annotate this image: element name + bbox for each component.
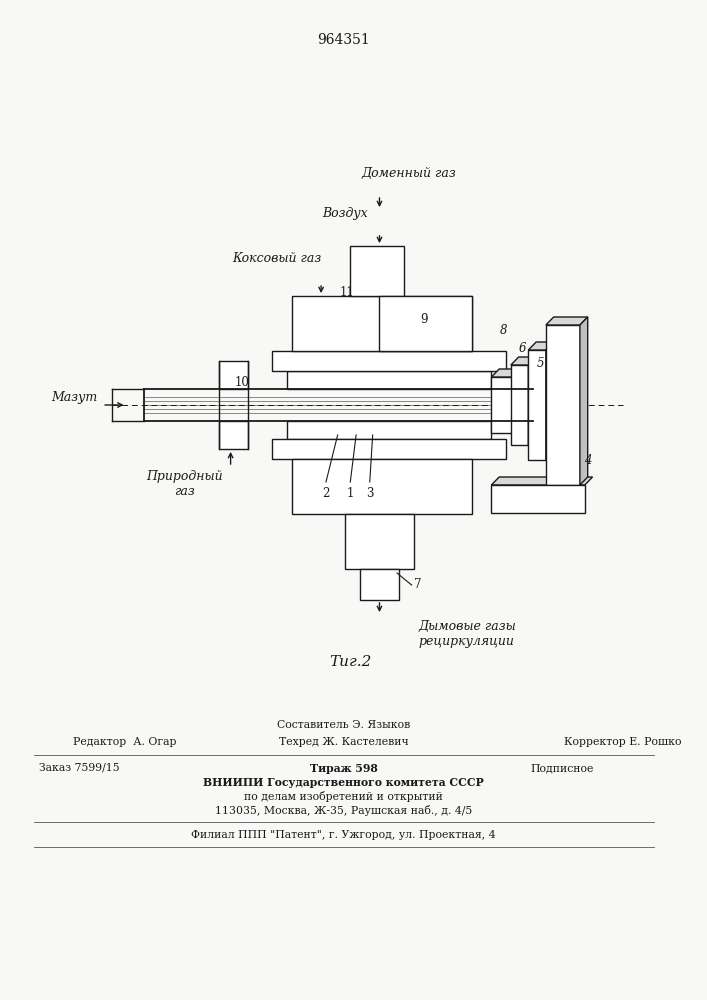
Bar <box>219 421 248 449</box>
Text: Подписное: Подписное <box>530 763 594 773</box>
Bar <box>528 350 546 460</box>
Text: 6: 6 <box>519 342 526 355</box>
Text: Техред Ж. Кастелевич: Техред Ж. Кастелевич <box>279 737 409 747</box>
Polygon shape <box>528 357 536 445</box>
Text: 11: 11 <box>339 286 354 300</box>
Polygon shape <box>513 369 520 433</box>
Text: 964351: 964351 <box>317 33 370 47</box>
Text: 2: 2 <box>322 487 329 500</box>
Text: Доменный газ: Доменный газ <box>361 167 456 180</box>
Bar <box>287 421 491 439</box>
Text: 1: 1 <box>346 487 354 500</box>
Text: Составитель Э. Языков: Составитель Э. Языков <box>277 720 410 730</box>
Text: 4: 4 <box>584 454 591 466</box>
Text: 7: 7 <box>414 578 421 591</box>
Text: Редактор  А. Огар: Редактор А. Огар <box>73 737 177 747</box>
Polygon shape <box>580 317 588 485</box>
Text: Природный
газ: Природный газ <box>146 470 223 498</box>
Bar <box>292 296 472 351</box>
Polygon shape <box>511 357 536 365</box>
Bar <box>350 246 404 296</box>
Text: 8: 8 <box>500 324 508 337</box>
Text: ВНИИПИ Государственного комитета СССР: ВНИИПИ Государственного комитета СССР <box>203 778 484 788</box>
Text: Тираж 598: Тираж 598 <box>310 762 378 774</box>
Bar <box>546 325 580 485</box>
Text: по делам изобретений и открытий: по делам изобретений и открытий <box>244 792 443 802</box>
Text: Мазут: Мазут <box>51 390 98 403</box>
Text: 113035, Москва, Ж-35, Раушская наб., д. 4/5: 113035, Москва, Ж-35, Раушская наб., д. … <box>215 806 472 816</box>
Text: Филиал ППП "Патент", г. Ужгород, ул. Проектная, 4: Филиал ППП "Патент", г. Ужгород, ул. Про… <box>191 830 496 840</box>
Bar <box>292 459 472 514</box>
Bar <box>346 514 414 569</box>
Bar <box>272 351 506 371</box>
Text: Коксовый газ: Коксовый газ <box>233 252 322 265</box>
Text: Дымовые газы
рециркуляции: Дымовые газы рециркуляции <box>419 620 516 648</box>
Text: 5: 5 <box>537 357 544 370</box>
Polygon shape <box>491 477 592 485</box>
Text: Корректор Е. Рошко: Корректор Е. Рошко <box>564 737 682 747</box>
Bar <box>380 296 472 351</box>
Text: 10: 10 <box>234 376 249 389</box>
Bar <box>360 569 399 600</box>
Text: Τиг.2: Τиг.2 <box>329 655 371 669</box>
Text: Заказ 7599/15: Заказ 7599/15 <box>39 763 119 773</box>
Text: Воздух: Воздух <box>322 207 368 220</box>
Bar <box>491 377 513 433</box>
Polygon shape <box>546 342 554 460</box>
Polygon shape <box>528 342 554 350</box>
Polygon shape <box>546 317 588 325</box>
Bar <box>219 361 248 389</box>
Bar <box>511 365 528 445</box>
Text: 3: 3 <box>366 487 373 500</box>
Bar <box>272 439 506 459</box>
Text: 9: 9 <box>421 313 428 326</box>
Polygon shape <box>491 369 520 377</box>
Bar <box>491 485 585 513</box>
Bar <box>287 371 491 389</box>
